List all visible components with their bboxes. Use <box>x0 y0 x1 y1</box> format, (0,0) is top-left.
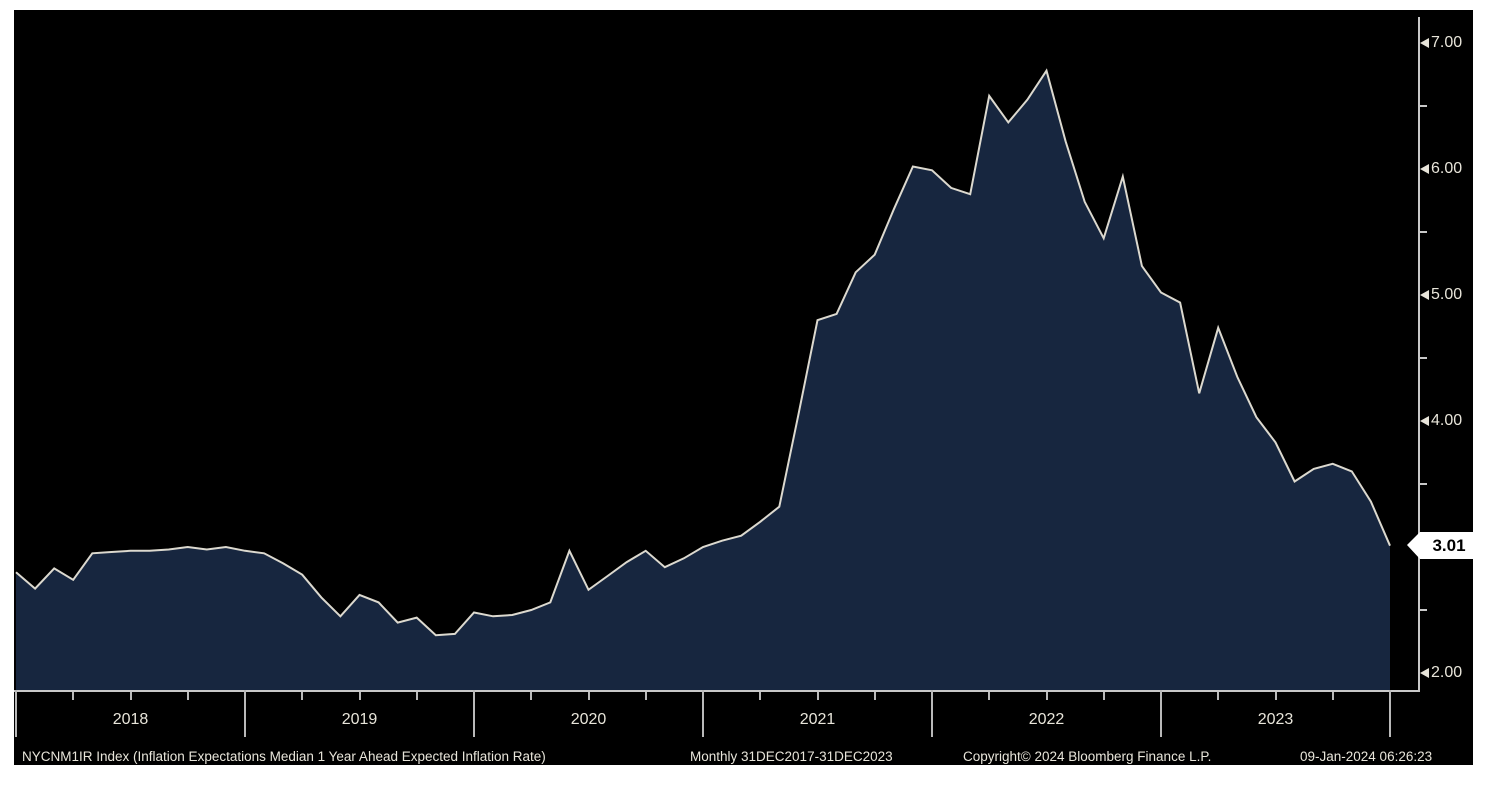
y-tick-label: 5.00 <box>1431 286 1463 303</box>
y-minor-tick <box>1418 483 1427 485</box>
x-year-boundary-tick <box>931 690 933 737</box>
footer-copyright: Copyright© 2024 Bloomberg Finance L.P. <box>963 749 1212 764</box>
x-year-boundary-tick <box>702 690 704 737</box>
y-tick-label: 7.00 <box>1431 34 1463 51</box>
x-year-label: 2019 <box>341 711 378 728</box>
y-tick-arrow-icon <box>1420 290 1429 300</box>
y-tick-arrow-icon <box>1420 416 1429 426</box>
y-tick-arrow-icon <box>1420 164 1429 174</box>
x-year-label: 2023 <box>1257 711 1294 728</box>
x-quarter-tick <box>1102 692 1105 700</box>
x-quarter-tick <box>988 692 991 700</box>
x-quarter-tick <box>587 692 590 700</box>
x-quarter-tick <box>530 692 533 700</box>
y-tick-label: 2.00 <box>1431 664 1463 681</box>
y-tick-label: 4.00 <box>1431 412 1463 429</box>
x-quarter-tick <box>816 692 819 700</box>
x-quarter-tick <box>873 692 876 700</box>
x-year-label: 2022 <box>1028 711 1065 728</box>
area-chart-plot[interactable] <box>14 10 1420 692</box>
x-quarter-tick <box>301 692 304 700</box>
x-quarter-tick <box>1045 692 1048 700</box>
y-minor-tick <box>1418 231 1427 233</box>
y-minor-tick <box>1418 105 1427 107</box>
x-quarter-tick <box>415 692 418 700</box>
x-year-boundary-tick <box>1389 690 1391 737</box>
x-year-boundary-tick <box>1160 690 1162 737</box>
x-year-label: 2020 <box>570 711 607 728</box>
x-year-boundary-tick <box>15 690 17 737</box>
y-minor-tick <box>1418 609 1427 611</box>
price-line <box>15 68 1391 637</box>
last-value-arrow-icon <box>1407 532 1420 559</box>
y-axis-line <box>1418 17 1420 692</box>
x-quarter-tick <box>644 692 647 700</box>
y-tick-arrow-icon <box>1420 668 1429 678</box>
x-quarter-tick <box>759 692 762 700</box>
y-minor-tick <box>1418 357 1427 359</box>
x-quarter-tick <box>186 692 189 700</box>
area-fill-shape <box>16 70 1390 690</box>
chart-title-footer: NYCNM1IR Index (Inflation Expectations M… <box>22 749 546 764</box>
y-tick-label: 6.00 <box>1431 160 1463 177</box>
x-quarter-tick <box>1217 692 1220 700</box>
x-axis-line <box>14 690 1420 692</box>
footer-timestamp: 09-Jan-2024 06:26:23 <box>1300 749 1433 764</box>
x-year-label: 2018 <box>112 711 149 728</box>
x-quarter-tick <box>72 692 75 700</box>
x-quarter-tick <box>1274 692 1277 700</box>
bloomberg-chart-canvas: 7.00 6.00 5.00 4.00 2.00 2018 2019 2020 2021 2022… <box>14 10 1473 765</box>
x-year-label: 2021 <box>799 711 836 728</box>
x-year-boundary-tick <box>473 690 475 737</box>
x-quarter-tick <box>358 692 361 700</box>
last-value-badge: 3.01 <box>1420 532 1473 559</box>
footer-period: Monthly 31DEC2017-31DEC2023 <box>690 749 893 764</box>
x-quarter-tick <box>129 692 132 700</box>
x-year-boundary-tick <box>244 690 246 737</box>
x-quarter-tick <box>1331 692 1334 700</box>
y-tick-arrow-icon <box>1420 38 1429 48</box>
